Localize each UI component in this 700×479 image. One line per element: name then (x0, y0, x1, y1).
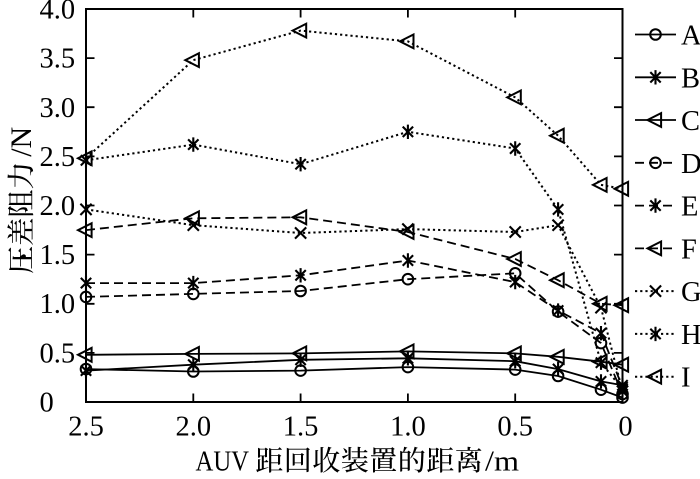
svg-text:C: C (681, 106, 700, 137)
svg-text:2.0: 2.0 (175, 411, 211, 442)
svg-text:F: F (681, 234, 697, 265)
svg-text:I: I (681, 363, 691, 394)
svg-text:H: H (681, 320, 700, 351)
svg-text:3.0: 3.0 (40, 93, 76, 124)
svg-text:0.5: 0.5 (40, 338, 76, 369)
svg-text:0.5: 0.5 (497, 411, 533, 442)
svg-text:2.0: 2.0 (40, 191, 76, 222)
svg-text:1.0: 1.0 (40, 289, 76, 320)
svg-text:2.5: 2.5 (68, 411, 104, 442)
svg-text:G: G (681, 277, 700, 308)
svg-text:3.5: 3.5 (40, 44, 76, 75)
svg-text:E: E (681, 192, 698, 223)
svg-text:/N: /N (5, 127, 38, 157)
svg-text:1.0: 1.0 (390, 411, 426, 442)
svg-text:0: 0 (40, 388, 54, 419)
svg-text:1.5: 1.5 (40, 240, 76, 271)
svg-text:A: A (681, 21, 700, 52)
svg-text:B: B (681, 63, 700, 94)
svg-text:4.0: 4.0 (40, 0, 76, 26)
svg-text:D: D (681, 149, 700, 180)
svg-text:2.5: 2.5 (40, 142, 76, 173)
svg-text:/m: /m (485, 446, 519, 474)
svg-text:0: 0 (618, 411, 632, 442)
svg-text:AUV: AUV (196, 446, 250, 474)
svg-text:1.5: 1.5 (283, 411, 319, 442)
